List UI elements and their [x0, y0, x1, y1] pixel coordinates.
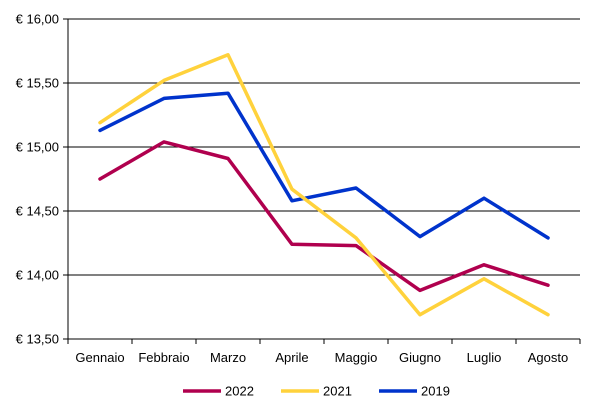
y-tick-label: € 14,50	[16, 204, 59, 219]
legend-label-2019: 2019	[421, 384, 450, 399]
series-line-2019	[98, 91, 550, 240]
y-axis-ticks: € 13,50 € 14,00 € 14,50 € 15,00 € 15,50 € 16,…	[16, 12, 68, 347]
x-axis-ticks: Gennaio Febbraio Marzo Aprile Maggio Giugno Lu…	[67, 339, 581, 365]
x-tick-label: Giugno	[399, 350, 441, 365]
gridlines	[68, 18, 580, 276]
x-tick-label: Aprile	[275, 350, 308, 365]
series-line-2022	[98, 140, 550, 293]
y-tick-label: € 16,00	[16, 12, 59, 27]
legend-label-2022: 2022	[225, 384, 254, 399]
x-tick-label: Maggio	[335, 350, 378, 365]
legend: 2022 2021 2019	[183, 384, 450, 399]
x-tick-label: Gennaio	[75, 350, 124, 365]
y-tick-label: € 15,50	[16, 76, 59, 91]
x-tick-label: Luglio	[467, 350, 502, 365]
x-tick-label: Agosto	[528, 350, 568, 365]
y-tick-label: € 13,50	[16, 332, 59, 347]
x-tick-label: Marzo	[210, 350, 246, 365]
y-tick-label: € 15,00	[16, 140, 59, 155]
x-tick-label: Febbraio	[138, 350, 189, 365]
series-lines	[98, 53, 550, 317]
y-tick-label: € 14,00	[16, 268, 59, 283]
series-line-2021	[98, 53, 550, 317]
legend-label-2021: 2021	[323, 384, 352, 399]
